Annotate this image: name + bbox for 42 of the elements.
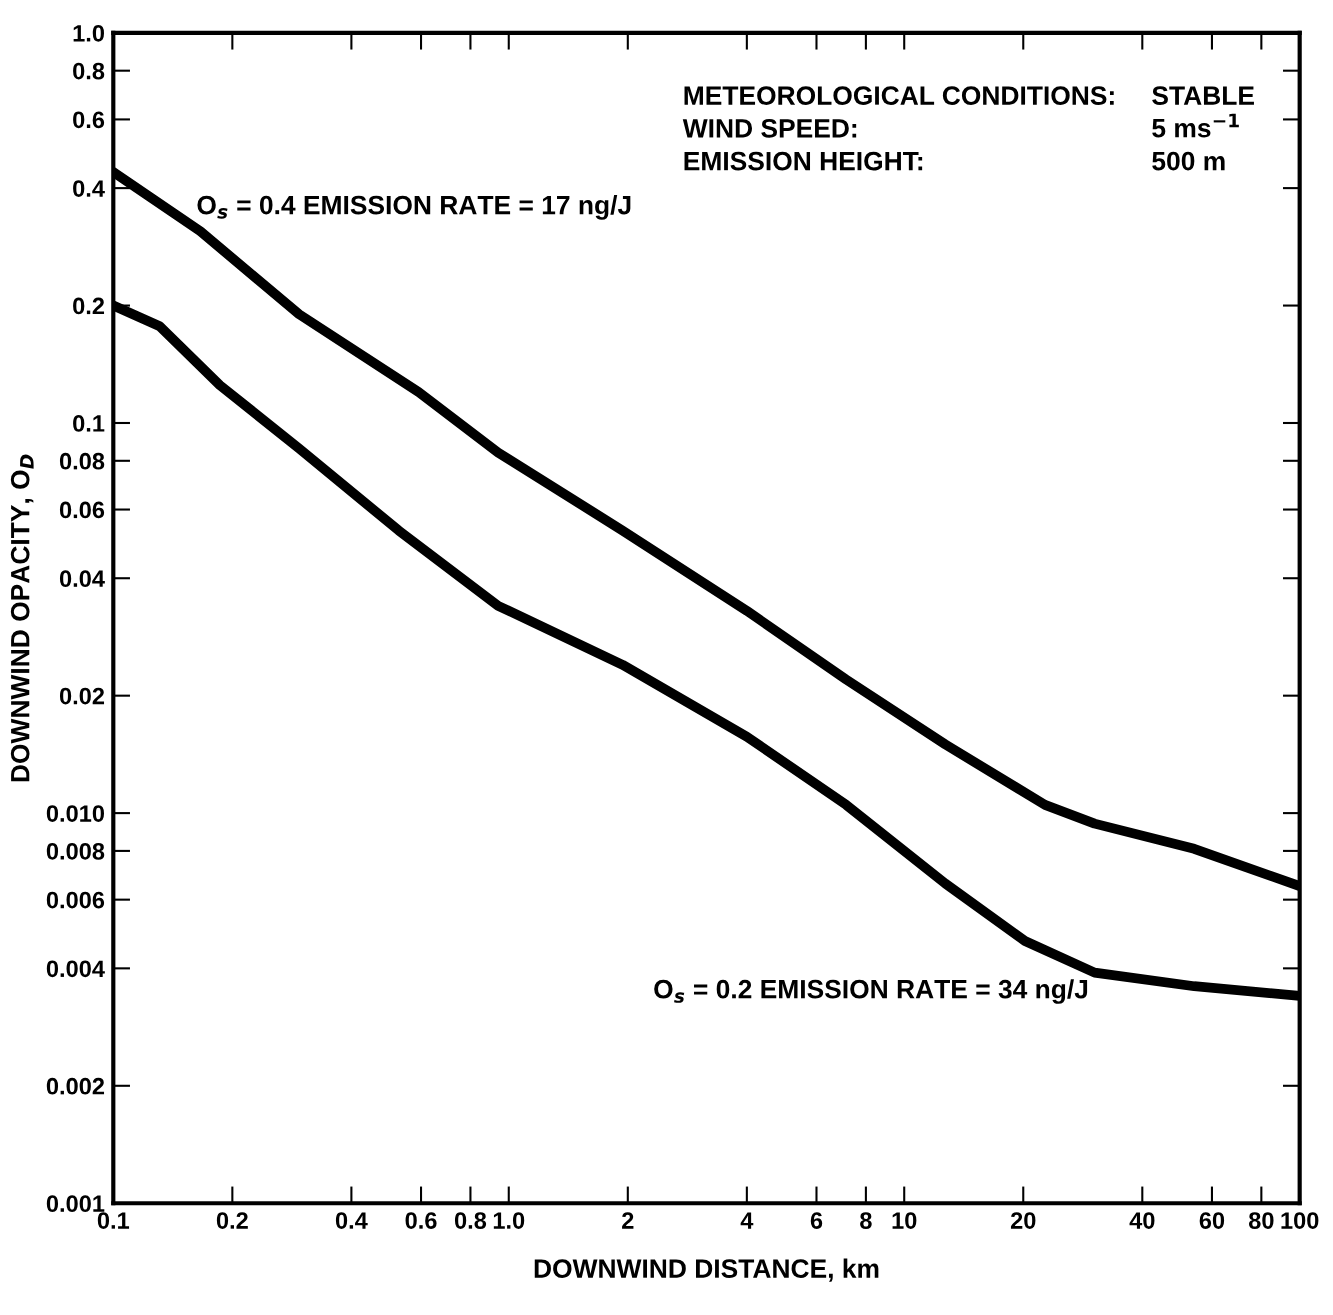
x-tick-label: 10 xyxy=(892,1212,917,1229)
y-tick-label: 0.006 xyxy=(46,891,105,909)
y-tick-label: 0.010 xyxy=(46,805,105,822)
y-tick-label: 0.08 xyxy=(59,452,105,470)
annotation: 500 m xyxy=(1152,151,1225,171)
y-tick-label: 0.04 xyxy=(59,570,105,588)
series-label: O$_{s}$ = 0.4 EMISSION RATE = 17 ng/J xyxy=(197,195,631,220)
y-tick-label: 0.004 xyxy=(46,960,105,978)
series-label: O$_{s}$ = 0.2 EMISSION RATE = 34 ng/J xyxy=(654,979,1088,1004)
x-tick-label: 60 xyxy=(1199,1212,1225,1229)
x-tick-label: 8 xyxy=(860,1212,872,1229)
x-tick-label: 0.6 xyxy=(405,1212,437,1229)
annotation: METEOROLOGICAL CONDITIONS: xyxy=(684,86,1114,105)
x-tick-label: 6 xyxy=(810,1212,823,1229)
x-tick-label: 4 xyxy=(740,1212,754,1229)
annotation: 5 ms$^{−1}$ xyxy=(1152,113,1239,138)
x-tick-label: 40 xyxy=(1129,1212,1155,1229)
y-tick-label: 0.4 xyxy=(73,180,105,197)
x-tick-label: 0.8 xyxy=(454,1212,487,1229)
y-axis-title: DOWNWIND OPACITY, O$_{D}$ xyxy=(10,454,34,782)
y-tick-label: 0.8 xyxy=(73,62,105,80)
x-tick-label: 0.4 xyxy=(335,1212,368,1229)
y-tick-label: 1.0 xyxy=(73,24,105,42)
y-tick-label: 0.02 xyxy=(59,687,105,705)
annotation: WIND SPEED: xyxy=(682,119,857,138)
annotation: STABLE xyxy=(1152,86,1254,105)
x-tick-label: 100 xyxy=(1281,1212,1319,1229)
y-tick-label: 0.008 xyxy=(46,842,105,860)
x-tick-label: 0.1 xyxy=(97,1212,130,1229)
y-tick-label: 0.002 xyxy=(46,1077,105,1095)
x-tick-label: 80 xyxy=(1248,1212,1274,1229)
x-axis-title: DOWNWIND DISTANCE, km xyxy=(534,1258,879,1282)
y-tick-label: 0.6 xyxy=(73,111,105,129)
y-tick-label: 0.2 xyxy=(73,297,105,315)
y-tick-label: 0.06 xyxy=(59,501,105,519)
annotation: EMISSION HEIGHT: xyxy=(684,151,923,171)
x-tick-label: 0.2 xyxy=(216,1212,248,1229)
y-tick-label: 0.001 xyxy=(46,1195,105,1213)
x-tick-label: 20 xyxy=(1010,1212,1036,1229)
x-tick-label: 2 xyxy=(622,1212,634,1229)
x-tick-label: 1.0 xyxy=(493,1212,525,1229)
y-tick-label: 0.1 xyxy=(73,415,105,432)
